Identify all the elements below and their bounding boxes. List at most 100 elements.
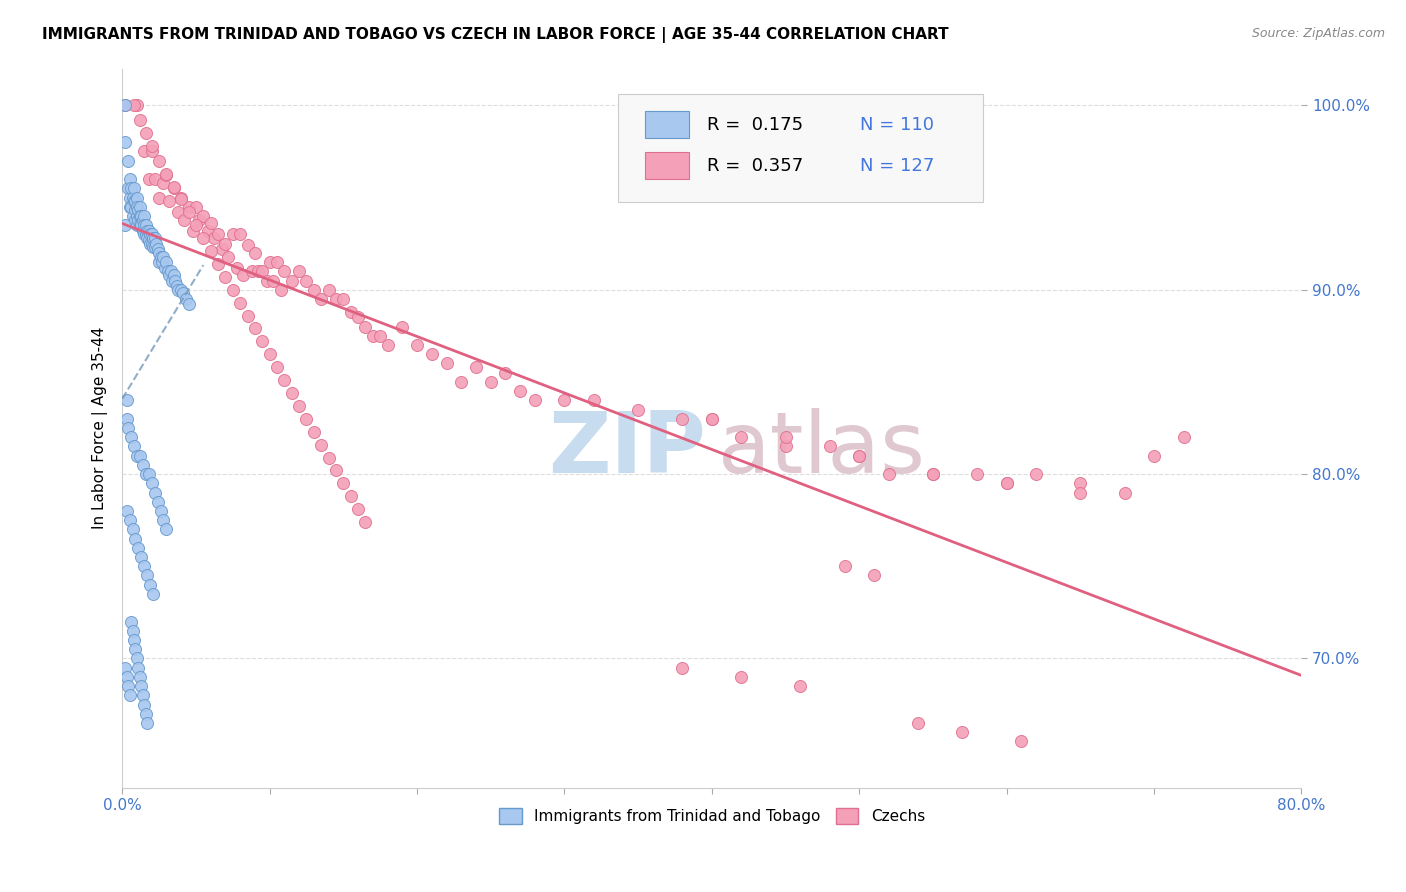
Point — [138, 224, 160, 238]
Text: Source: ZipAtlas.com: Source: ZipAtlas.com — [1251, 27, 1385, 40]
Point — [318, 283, 340, 297]
Point — [202, 231, 225, 245]
FancyBboxPatch shape — [617, 94, 983, 202]
Text: N = 127: N = 127 — [860, 157, 935, 175]
Point — [129, 113, 152, 128]
Point — [118, 200, 141, 214]
Point — [117, 181, 139, 195]
Point — [125, 209, 148, 223]
Point — [1069, 476, 1091, 491]
Point — [863, 568, 886, 582]
Point — [125, 449, 148, 463]
Point — [922, 467, 945, 482]
Text: R =  0.175: R = 0.175 — [707, 116, 803, 134]
Point — [226, 260, 249, 275]
Y-axis label: In Labor Force | Age 35-44: In Labor Force | Age 35-44 — [93, 326, 108, 529]
Point — [121, 523, 143, 537]
Point — [339, 489, 361, 503]
Point — [309, 437, 332, 451]
Point — [152, 250, 174, 264]
Point — [125, 190, 148, 204]
Point — [391, 319, 413, 334]
Point — [966, 467, 988, 482]
Point — [138, 467, 160, 482]
Point — [141, 145, 163, 159]
Point — [149, 504, 172, 518]
Point — [122, 181, 145, 195]
Point — [129, 200, 152, 214]
Point — [332, 292, 354, 306]
Point — [160, 264, 183, 278]
Point — [354, 515, 377, 529]
Point — [995, 476, 1018, 491]
Point — [149, 250, 172, 264]
Point — [114, 98, 136, 112]
Point — [136, 224, 159, 238]
Point — [139, 227, 162, 242]
Point — [127, 541, 149, 555]
Point — [671, 411, 693, 425]
Point — [134, 218, 156, 232]
Point — [118, 689, 141, 703]
Point — [877, 467, 900, 482]
Point — [211, 242, 233, 256]
Point — [259, 347, 281, 361]
Point — [450, 375, 472, 389]
Point — [152, 176, 174, 190]
Point — [523, 393, 546, 408]
Point — [120, 430, 142, 444]
Point — [256, 273, 278, 287]
Point — [143, 240, 166, 254]
Point — [115, 393, 138, 408]
Point — [318, 450, 340, 465]
Point — [302, 425, 325, 439]
Point — [177, 205, 200, 219]
Point — [134, 209, 156, 223]
Point — [288, 264, 311, 278]
Point — [153, 260, 176, 275]
Point — [240, 264, 263, 278]
Point — [118, 172, 141, 186]
Point — [172, 286, 194, 301]
Point — [775, 439, 797, 453]
Point — [1173, 430, 1195, 444]
Point — [114, 135, 136, 149]
Point — [818, 439, 841, 453]
Point — [120, 615, 142, 629]
Point — [377, 338, 399, 352]
Point — [125, 200, 148, 214]
Point — [174, 292, 197, 306]
Point — [288, 399, 311, 413]
Point — [134, 227, 156, 242]
Point — [146, 495, 169, 509]
Point — [252, 334, 274, 349]
Point — [280, 386, 302, 401]
Point — [134, 698, 156, 712]
Point — [246, 264, 269, 278]
Point — [163, 181, 186, 195]
Point — [848, 449, 870, 463]
Point — [184, 218, 207, 232]
Point — [136, 231, 159, 245]
Point — [114, 98, 136, 112]
Point — [368, 328, 391, 343]
Point — [120, 181, 142, 195]
Point — [114, 661, 136, 675]
Point — [129, 209, 152, 223]
Point — [143, 231, 166, 245]
Point — [1143, 449, 1166, 463]
Point — [273, 264, 295, 278]
Point — [120, 200, 142, 214]
Point — [148, 153, 170, 168]
Point — [347, 310, 370, 325]
Point — [170, 193, 193, 207]
Point — [114, 218, 136, 232]
Point — [295, 411, 318, 425]
Point — [197, 224, 219, 238]
Point — [145, 236, 167, 251]
Point — [155, 523, 177, 537]
Point — [167, 283, 190, 297]
Point — [214, 269, 236, 284]
Point — [143, 172, 166, 186]
Point — [922, 467, 945, 482]
